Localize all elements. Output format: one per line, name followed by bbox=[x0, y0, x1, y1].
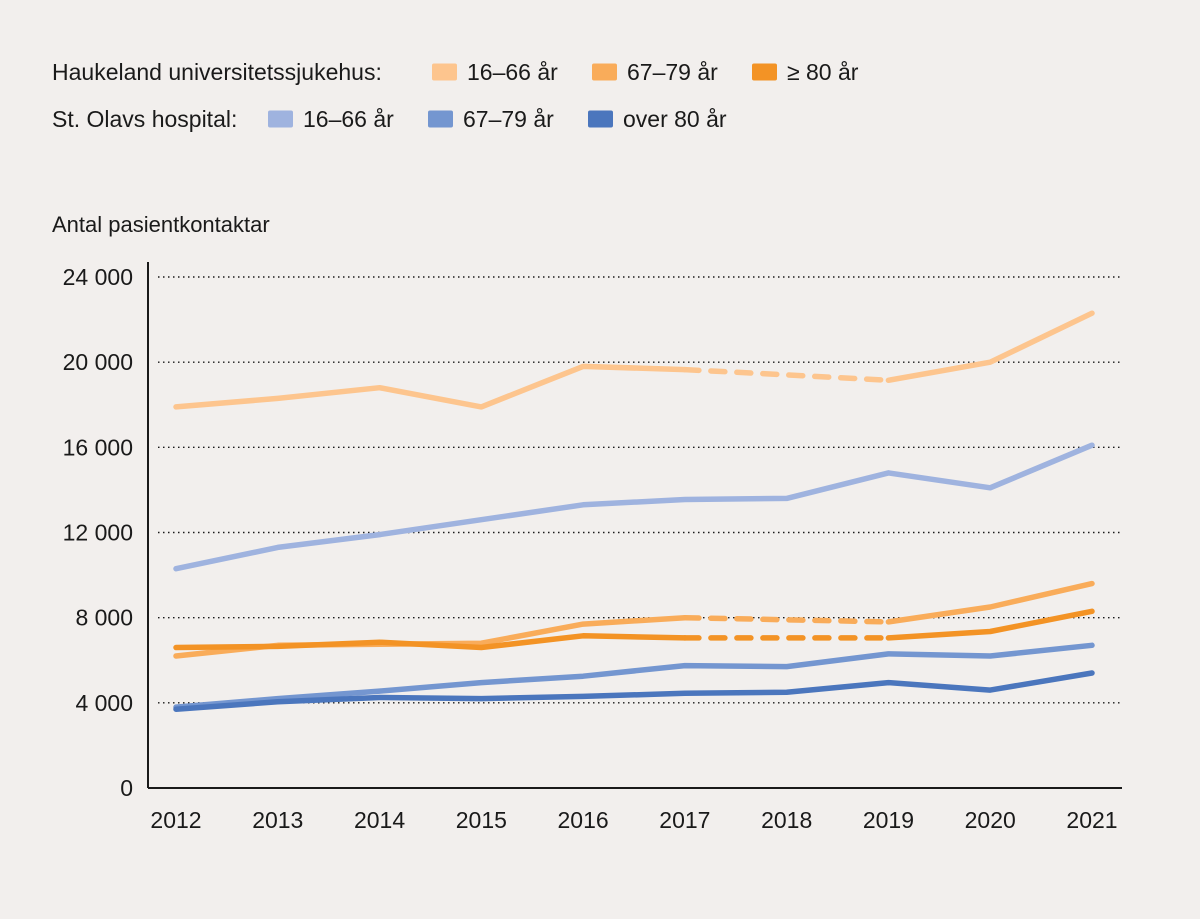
legend-swatch bbox=[752, 63, 777, 81]
series-line-h3-solid bbox=[173, 633, 688, 651]
series-line-h1-dashed bbox=[682, 366, 892, 384]
legend-entry-label: 16–66 år bbox=[303, 106, 394, 132]
series-line-s2 bbox=[173, 642, 1095, 710]
x-tick-label: 2019 bbox=[863, 807, 914, 833]
legend-swatch bbox=[268, 110, 293, 128]
gridlines bbox=[158, 276, 1122, 704]
x-tick-label: 2016 bbox=[558, 807, 609, 833]
y-tick-label: 4 000 bbox=[75, 690, 133, 716]
legend-group-label: St. Olavs hospital: bbox=[52, 106, 237, 132]
legend-entry-label: ≥ 80 år bbox=[787, 59, 859, 85]
x-tick-labels: 2012 2013 2014 2015 2016 2017 2018 2019 2020 2021 bbox=[150, 807, 1117, 833]
x-tick-label: 2012 bbox=[150, 807, 201, 833]
legend-entry-label: over 80 år bbox=[623, 106, 727, 132]
y-tick-label: 24 000 bbox=[63, 264, 133, 290]
y-tick-label: 20 000 bbox=[63, 349, 133, 375]
series-line-h2-dashed bbox=[682, 614, 892, 625]
legend-swatch bbox=[592, 63, 617, 81]
series-line-s1 bbox=[173, 442, 1095, 572]
y-tick-label: 12 000 bbox=[63, 520, 133, 546]
legend-swatch bbox=[432, 63, 457, 81]
y-tick-label: 16 000 bbox=[63, 434, 133, 460]
legend-swatch bbox=[588, 110, 613, 128]
series-line-s3 bbox=[173, 670, 1095, 712]
x-tick-label: 2013 bbox=[252, 807, 303, 833]
x-tick-label: 2018 bbox=[761, 807, 812, 833]
legend-entry-label: 67–79 år bbox=[463, 106, 554, 132]
series-line-h1-solid-end bbox=[885, 310, 1095, 384]
legend-entry-label: 67–79 år bbox=[627, 59, 718, 85]
x-tick-label: 2014 bbox=[354, 807, 405, 833]
y-tick-labels: 0 4 000 8 000 12 000 16 000 20 000 24 000 bbox=[63, 264, 133, 801]
x-tick-label: 2015 bbox=[456, 807, 507, 833]
legend-entry-label: 16–66 år bbox=[467, 59, 558, 85]
y-tick-label: 0 bbox=[120, 775, 133, 801]
series-line-h3-solid-end bbox=[885, 608, 1095, 641]
legend: Haukeland universitetssjukehus: 16–66 år 6… bbox=[52, 59, 859, 132]
x-tick-label: 2020 bbox=[965, 807, 1016, 833]
series-line-h2-solid-end bbox=[885, 580, 1095, 625]
legend-group-label: Haukeland universitetssjukehus: bbox=[52, 59, 382, 85]
axes bbox=[147, 262, 1122, 789]
series-lines bbox=[173, 310, 1095, 712]
legend-swatch bbox=[428, 110, 453, 128]
x-tick-label: 2017 bbox=[659, 807, 710, 833]
x-tick-label: 2021 bbox=[1066, 807, 1117, 833]
series-line-h1-solid bbox=[173, 363, 688, 410]
y-axis-label: Antal pasientkontaktar bbox=[52, 212, 270, 237]
y-tick-label: 8 000 bbox=[75, 605, 133, 631]
